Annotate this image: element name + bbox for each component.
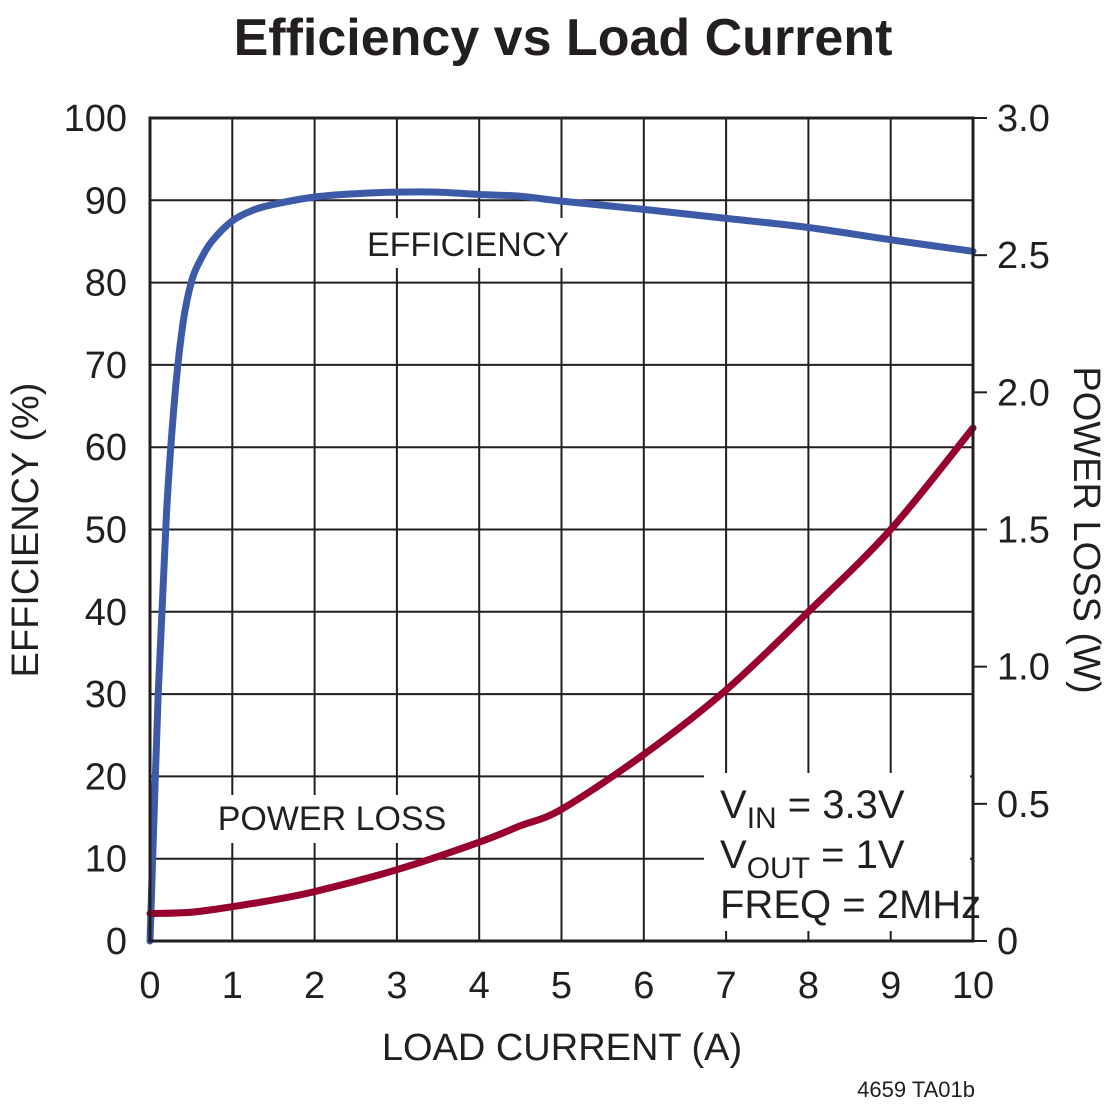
condition-line: VIN = 3.3V bbox=[720, 783, 905, 835]
x-tick-label: 8 bbox=[798, 965, 819, 1007]
y-right-tick-label: 3.0 bbox=[997, 98, 1050, 140]
y-right-axis-label: POWER LOSS (W) bbox=[1065, 366, 1107, 693]
x-tick-label: 10 bbox=[952, 965, 994, 1007]
y-left-tick-label: 70 bbox=[85, 345, 127, 387]
y-right-tick-label: 2.0 bbox=[997, 372, 1050, 414]
y-left-tick-label: 40 bbox=[85, 592, 127, 634]
y-right-tick-label: 2.5 bbox=[997, 235, 1050, 277]
condition-line: FREQ = 2MHz bbox=[720, 883, 981, 927]
series-lines bbox=[146, 188, 977, 945]
y-right-tick-labels: 0 0.5 1.0 1.5 2.0 2.5 3.0 bbox=[997, 98, 1050, 963]
x-tick-label: 3 bbox=[386, 965, 407, 1007]
x-tick-label: 7 bbox=[716, 965, 737, 1007]
power-loss-series-line bbox=[146, 424, 977, 918]
y-left-tick-label: 100 bbox=[64, 98, 127, 140]
x-tick-label: 1 bbox=[222, 965, 243, 1007]
y-left-tick-label: 60 bbox=[85, 427, 127, 469]
power-loss-series-label: POWER LOSS bbox=[218, 800, 447, 838]
x-tick-label: 5 bbox=[551, 965, 572, 1007]
y-left-tick-label: 10 bbox=[85, 839, 127, 881]
y-left-tick-labels: 0 10 20 30 40 50 60 70 80 90 100 bbox=[64, 98, 127, 963]
condition-line: VOUT = 1V bbox=[720, 833, 905, 885]
plot-frame bbox=[148, 116, 975, 943]
y-left-axis-label: EFFICIENCY (%) bbox=[5, 383, 47, 678]
x-tick-label: 4 bbox=[469, 965, 490, 1007]
x-tick-label: 0 bbox=[139, 965, 160, 1007]
y-left-tick-label: 80 bbox=[85, 263, 127, 305]
y-left-tick-label: 30 bbox=[85, 674, 127, 716]
conditions-box-mask bbox=[704, 773, 970, 931]
efficiency-series-line bbox=[146, 188, 977, 945]
y-left-tick-label: 90 bbox=[85, 180, 127, 222]
y-right-tick-label: 1.0 bbox=[997, 647, 1050, 689]
x-tick-label: 9 bbox=[880, 965, 901, 1007]
figure-code: 4659 TA01b bbox=[857, 1077, 975, 1102]
y-right-tick-label: 1.5 bbox=[997, 510, 1050, 552]
x-tick-labels: 0 1 2 3 4 5 6 7 8 9 10 bbox=[139, 965, 994, 1007]
power-loss-label-mask bbox=[220, 795, 450, 843]
x-axis-label: LOAD CURRENT (A) bbox=[382, 1027, 742, 1069]
y-left-tick-label: 50 bbox=[85, 510, 127, 552]
y-right-tick-label: 0.5 bbox=[997, 784, 1050, 826]
efficiency-series-label: EFFICIENCY bbox=[367, 226, 569, 264]
x-tick-label: 2 bbox=[304, 965, 325, 1007]
x-tick-label: 6 bbox=[633, 965, 654, 1007]
y-right-tick-label: 0 bbox=[997, 921, 1018, 963]
y-left-tick-label: 20 bbox=[85, 756, 127, 798]
y-left-tick-label: 0 bbox=[106, 921, 127, 963]
efficiency-label-mask bbox=[370, 218, 570, 268]
chart-title: Efficiency vs Load Current bbox=[234, 9, 893, 67]
